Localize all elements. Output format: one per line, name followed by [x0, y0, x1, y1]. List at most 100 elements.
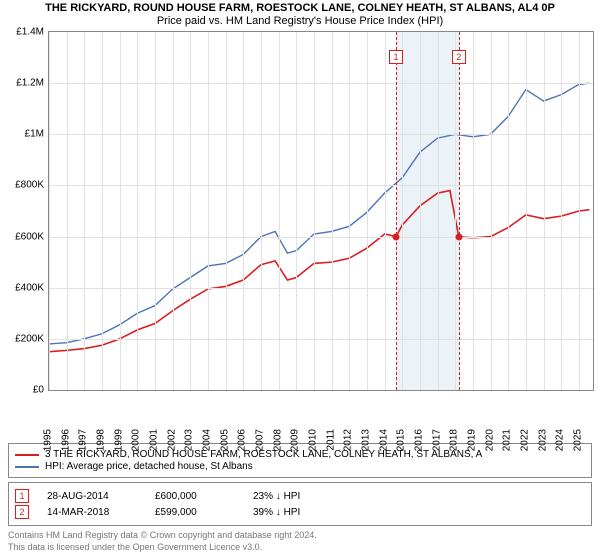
gridline-v [491, 32, 492, 390]
x-tick-label: 2000 [131, 429, 142, 451]
gridline-v [332, 32, 333, 390]
x-tick-label: 2010 [307, 429, 318, 451]
x-tick-label: 2005 [219, 429, 230, 451]
gridline-v [473, 32, 474, 390]
y-tick-label: £1M [25, 129, 44, 140]
titles: THE RICKYARD, ROUND HOUSE FARM, ROESTOCK… [0, 0, 600, 27]
marker-dot-1 [393, 233, 400, 240]
sale-row-1: 1 28-AUG-2014 £600,000 23% ↓ HPI [15, 489, 585, 503]
gridline-h [49, 83, 593, 84]
gridline-h [49, 288, 593, 289]
x-tick-label: 2021 [502, 429, 513, 451]
x-tick-label: 1996 [60, 429, 71, 451]
x-tick-label: 2008 [272, 429, 283, 451]
y-tick-label: £400K [15, 282, 44, 293]
gridline-v [279, 32, 280, 390]
x-tick-label: 2004 [201, 429, 212, 451]
sale-price: £599,000 [155, 507, 235, 518]
x-tick-label: 2018 [449, 429, 460, 451]
x-tick-label: 1995 [43, 429, 54, 451]
y-axis: £0£200K£400K£600K£800K£1M£1.2M£1.4M [6, 31, 48, 391]
gridline-v [67, 32, 68, 390]
marker-line-2 [459, 32, 460, 390]
x-tick-label: 2017 [431, 429, 442, 451]
footer-line1: Contains HM Land Registry data © Crown c… [8, 530, 592, 542]
x-tick-label: 2011 [325, 429, 336, 451]
gridline-v [455, 32, 456, 390]
y-tick-label: £200K [15, 333, 44, 344]
y-tick-label: £600K [15, 231, 44, 242]
gridline-v [420, 32, 421, 390]
gridline-v [120, 32, 121, 390]
x-tick-label: 1999 [113, 429, 124, 451]
gridline-v [137, 32, 138, 390]
gridline-v [243, 32, 244, 390]
x-tick-label: 2013 [360, 429, 371, 451]
sale-price: £600,000 [155, 491, 235, 502]
y-tick-label: £800K [15, 180, 44, 191]
gridline-v [102, 32, 103, 390]
chart-container: THE RICKYARD, ROUND HOUSE FARM, ROESTOCK… [0, 0, 600, 560]
gridline-v [261, 32, 262, 390]
sale-marker-2: 2 [15, 505, 29, 519]
marker-label-2: 2 [452, 50, 466, 64]
gridline-v [349, 32, 350, 390]
x-tick-label: 2002 [166, 429, 177, 451]
gridline-v [226, 32, 227, 390]
footer-line2: This data is licensed under the Open Gov… [8, 542, 592, 554]
y-tick-label: £1.2M [16, 78, 44, 89]
gridline-v [385, 32, 386, 390]
gridline-v [190, 32, 191, 390]
x-tick-label: 2025 [572, 429, 583, 451]
x-tick-label: 1997 [78, 429, 89, 451]
gridline-v [438, 32, 439, 390]
sale-row-2: 2 14-MAR-2018 £599,000 39% ↓ HPI [15, 505, 585, 519]
gridline-v [155, 32, 156, 390]
x-tick-label: 2009 [290, 429, 301, 451]
sale-note: 23% ↓ HPI [253, 491, 300, 502]
sale-note: 39% ↓ HPI [253, 507, 300, 518]
x-tick-label: 2003 [184, 429, 195, 451]
x-tick-label: 2020 [484, 429, 495, 451]
x-tick-label: 2001 [148, 429, 159, 451]
gridline-v [314, 32, 315, 390]
x-tick-label: 2007 [254, 429, 265, 451]
sales-table: 1 28-AUG-2014 £600,000 23% ↓ HPI 2 14-MAR-201… [8, 482, 592, 526]
x-tick-label: 2016 [413, 429, 424, 451]
sale-date: 28-AUG-2014 [47, 491, 137, 502]
marker-label-1: 1 [389, 50, 403, 64]
gridline-v [508, 32, 509, 390]
gridline-v [296, 32, 297, 390]
x-tick-label: 2024 [555, 429, 566, 451]
gridline-v [526, 32, 527, 390]
line-svg [49, 32, 593, 390]
legend-item-hpi: HPI: Average price, detached house, St A… [15, 461, 585, 472]
gridline-h [49, 339, 593, 340]
gridline-v [367, 32, 368, 390]
gridline-v [561, 32, 562, 390]
y-tick-label: £1.4M [16, 27, 44, 38]
x-tick-label: 2015 [396, 429, 407, 451]
legend-label-hpi: HPI: Average price, detached house, St A… [45, 461, 253, 472]
gridline-v [84, 32, 85, 390]
x-tick-label: 2023 [537, 429, 548, 451]
gridline-v [544, 32, 545, 390]
gridline-v [579, 32, 580, 390]
x-tick-label: 1998 [95, 429, 106, 451]
x-tick-label: 2014 [378, 429, 389, 451]
gridline-h [49, 185, 593, 186]
sale-marker-1: 1 [15, 489, 29, 503]
gridline-v [49, 32, 50, 390]
gridline-v [173, 32, 174, 390]
gridline-v [208, 32, 209, 390]
sale-date: 14-MAR-2018 [47, 507, 137, 518]
marker-line-1 [396, 32, 397, 390]
x-axis: 1995199619971998199920002001200220032004… [48, 393, 594, 443]
plot-wrap: £0£200K£400K£600K£800K£1M£1.2M£1.4M 12 1… [6, 31, 594, 443]
title-address: THE RICKYARD, ROUND HOUSE FARM, ROESTOCK… [4, 2, 596, 14]
x-tick-label: 2006 [237, 429, 248, 451]
x-tick-label: 2019 [466, 429, 477, 451]
gridline-h [49, 237, 593, 238]
marker-dot-2 [455, 233, 462, 240]
plot-area: 12 [48, 31, 594, 391]
